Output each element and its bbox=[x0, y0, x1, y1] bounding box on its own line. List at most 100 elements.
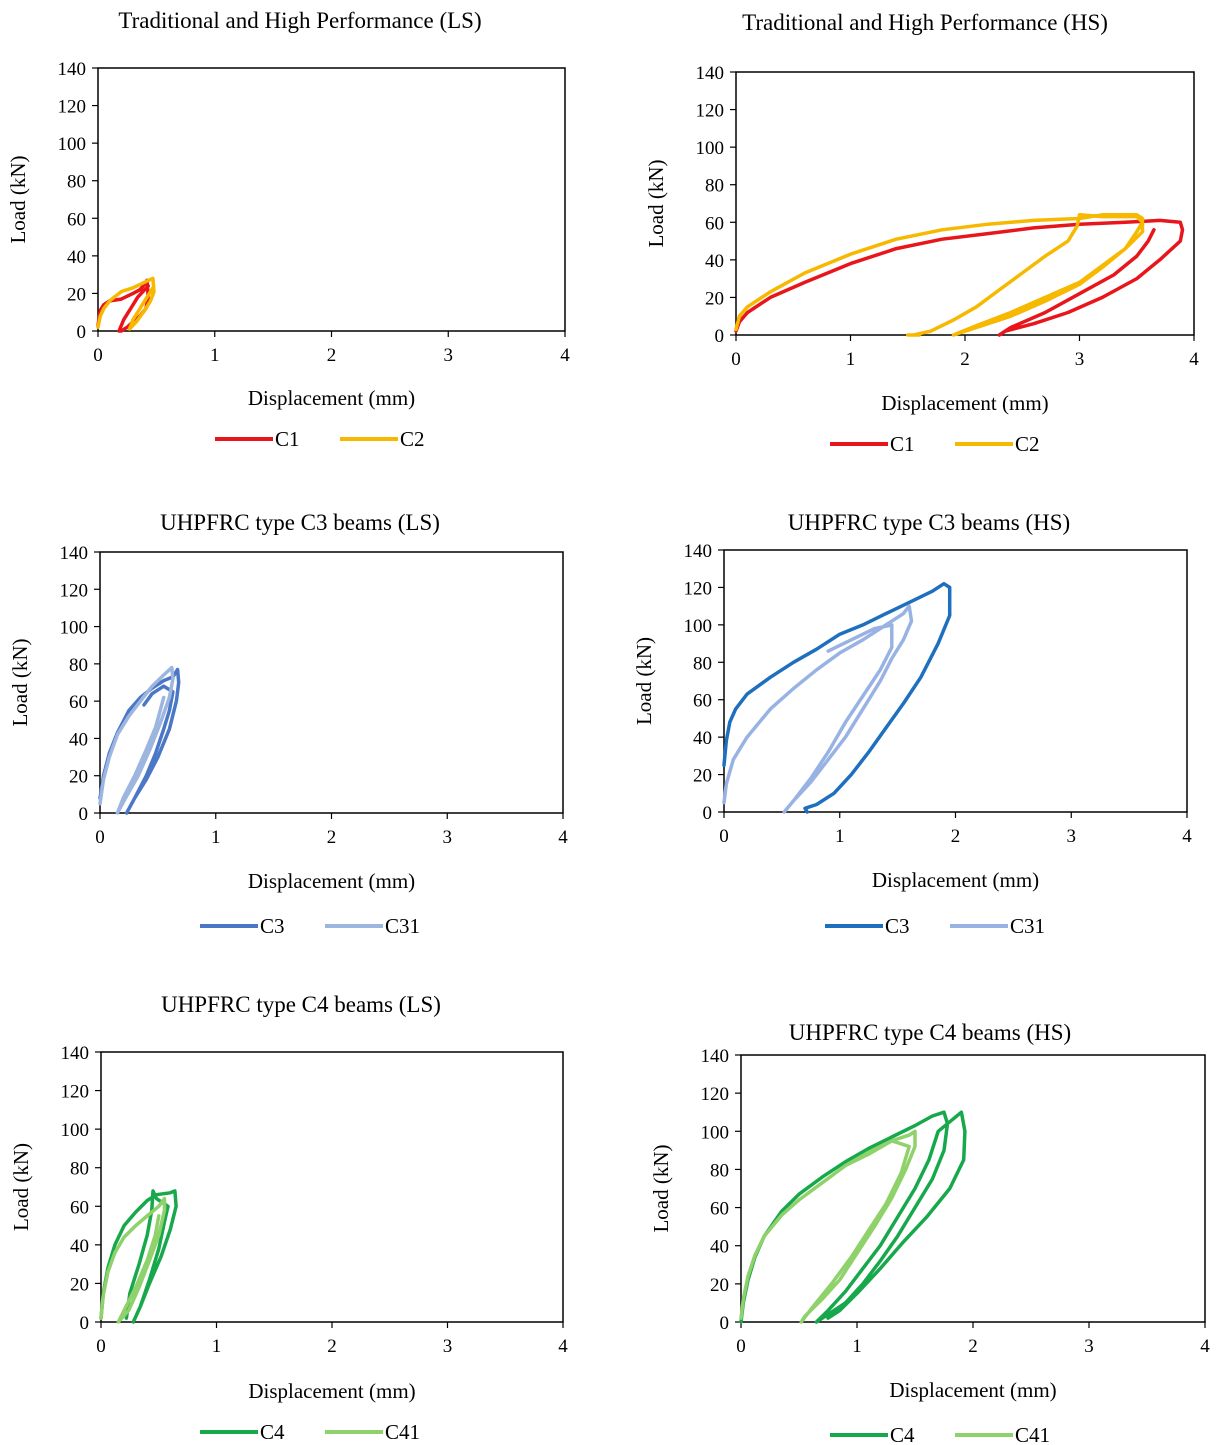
y-tick-label: 0 bbox=[79, 804, 89, 825]
legend-label-c1: C1 bbox=[275, 427, 300, 451]
x-tick-label: 1 bbox=[211, 827, 221, 848]
x-tick-label: 1 bbox=[212, 1336, 222, 1357]
series-line-c2 bbox=[96, 276, 156, 331]
y-tick-label: 20 bbox=[693, 766, 712, 787]
legend-label-c31: C31 bbox=[1010, 914, 1045, 938]
y-tick-label: 140 bbox=[684, 541, 713, 562]
series-line-c4 bbox=[739, 1110, 967, 1324]
chart-title: UHPFRC type C4 beams (LS) bbox=[161, 992, 441, 1017]
y-tick-label: 100 bbox=[61, 1120, 90, 1141]
chart-title: Traditional and High Performance (HS) bbox=[742, 10, 1108, 35]
legend-label-c4: C4 bbox=[890, 1423, 915, 1445]
x-tick-label: 1 bbox=[210, 345, 220, 366]
x-tick-label: 0 bbox=[719, 826, 729, 847]
x-tick-label: 4 bbox=[560, 345, 570, 366]
x-tick-label: 3 bbox=[443, 1336, 453, 1357]
x-tick-label: 2 bbox=[327, 1336, 337, 1357]
series-line-c31 bbox=[98, 665, 175, 815]
plot-area bbox=[740, 1054, 1206, 1323]
series-line-c41 bbox=[99, 1196, 167, 1324]
x-tick-label: 0 bbox=[95, 827, 105, 848]
y-tick-label: 40 bbox=[705, 251, 724, 272]
x-tick-label: 3 bbox=[1067, 826, 1077, 847]
chart-title: UHPFRC type C3 beams (HS) bbox=[788, 510, 1070, 535]
x-axis-label: Displacement (mm) bbox=[248, 869, 415, 893]
x-tick-label: 1 bbox=[852, 1336, 862, 1357]
legend-label-c41: C41 bbox=[1015, 1423, 1050, 1445]
chart-title: UHPFRC type C3 beams (LS) bbox=[160, 510, 440, 535]
y-tick-label: 140 bbox=[696, 63, 725, 84]
y-tick-label: 80 bbox=[693, 653, 712, 674]
series-line-c31 bbox=[722, 604, 914, 814]
y-tick-label: 0 bbox=[77, 322, 87, 343]
series-line-c3 bbox=[98, 667, 181, 815]
x-tick-label: 1 bbox=[846, 349, 856, 370]
legend-label-c2: C2 bbox=[1015, 432, 1040, 456]
y-tick-label: 80 bbox=[710, 1160, 729, 1181]
series-line-c41 bbox=[739, 1129, 917, 1324]
y-tick-label: 0 bbox=[720, 1313, 730, 1334]
y-tick-label: 20 bbox=[705, 288, 724, 309]
x-axis-label: Displacement (mm) bbox=[881, 391, 1048, 415]
x-tick-label: 2 bbox=[327, 345, 337, 366]
y-axis-label: Load (kN) bbox=[649, 1144, 673, 1232]
y-tick-label: 140 bbox=[61, 1043, 90, 1064]
x-tick-label: 3 bbox=[1075, 349, 1085, 370]
x-tick-label: 3 bbox=[1084, 1336, 1094, 1357]
y-tick-label: 140 bbox=[701, 1046, 730, 1067]
y-tick-label: 40 bbox=[69, 729, 88, 750]
y-tick-label: 140 bbox=[58, 59, 87, 80]
y-tick-label: 120 bbox=[696, 101, 725, 122]
x-axis-label: Displacement (mm) bbox=[889, 1378, 1056, 1402]
y-tick-label: 100 bbox=[60, 618, 89, 639]
chart-title: Traditional and High Performance (LS) bbox=[118, 8, 481, 33]
y-tick-label: 120 bbox=[61, 1082, 90, 1103]
legend-label-c4: C4 bbox=[260, 1420, 285, 1444]
x-tick-label: 2 bbox=[968, 1336, 978, 1357]
x-tick-label: 0 bbox=[736, 1336, 746, 1357]
legend-label-c3: C3 bbox=[260, 914, 285, 938]
y-tick-label: 120 bbox=[60, 580, 89, 601]
legend-label-c41: C41 bbox=[385, 1420, 420, 1444]
y-tick-label: 40 bbox=[710, 1237, 729, 1258]
x-axis-label: Displacement (mm) bbox=[248, 386, 415, 410]
y-axis-label: Load (kN) bbox=[632, 637, 656, 725]
y-tick-label: 80 bbox=[705, 176, 724, 197]
y-tick-label: 80 bbox=[67, 172, 86, 193]
y-tick-label: 120 bbox=[701, 1084, 730, 1105]
x-tick-label: 4 bbox=[558, 1336, 568, 1357]
y-axis-label: Load (kN) bbox=[8, 638, 32, 726]
x-axis-label: Displacement (mm) bbox=[248, 1379, 415, 1403]
y-tick-label: 60 bbox=[69, 692, 88, 713]
series-line-c4 bbox=[99, 1189, 178, 1324]
y-tick-label: 40 bbox=[693, 728, 712, 749]
y-tick-label: 0 bbox=[703, 803, 713, 824]
y-tick-label: 80 bbox=[69, 655, 88, 676]
legend-label-c31: C31 bbox=[385, 914, 420, 938]
x-tick-label: 0 bbox=[731, 349, 741, 370]
y-tick-label: 80 bbox=[70, 1159, 89, 1180]
y-tick-label: 60 bbox=[693, 691, 712, 712]
y-tick-label: 0 bbox=[80, 1313, 90, 1334]
y-axis-label: Load (kN) bbox=[644, 159, 668, 247]
legend-label-c3: C3 bbox=[885, 914, 910, 938]
series-line-c1 bbox=[734, 218, 1185, 337]
y-tick-label: 140 bbox=[60, 543, 89, 564]
x-tick-label: 2 bbox=[960, 349, 970, 370]
legend-label-c1: C1 bbox=[890, 432, 915, 456]
y-tick-label: 0 bbox=[715, 326, 725, 347]
x-tick-label: 4 bbox=[1182, 826, 1192, 847]
y-tick-label: 20 bbox=[710, 1275, 729, 1296]
chart-title: UHPFRC type C4 beams (HS) bbox=[789, 1020, 1071, 1045]
y-axis-label: Load (kN) bbox=[6, 155, 30, 243]
